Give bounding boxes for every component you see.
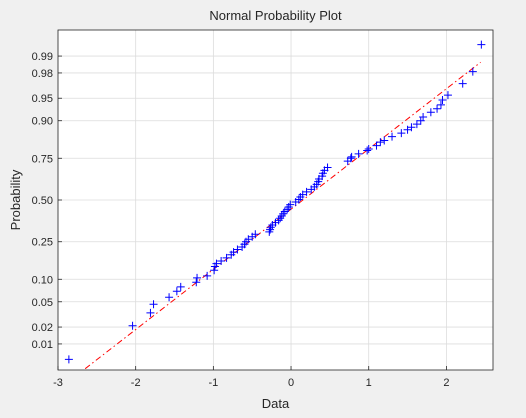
data-point [354,149,363,158]
data-point [128,321,137,330]
grid-lines [57,30,493,370]
data-point [364,145,373,154]
y-axis-label: Probability [8,169,23,230]
data-point [203,271,212,280]
y-tick-label: 0.98 [32,68,53,80]
data-point [412,120,421,129]
data-point [419,113,428,122]
data-point [397,129,406,138]
x-tick-label: -2 [131,377,141,389]
data-point [233,245,242,254]
data-point [302,187,311,196]
data-point [286,200,295,209]
y-tick-label: 0.50 [32,195,53,207]
data-point [210,266,219,275]
data-point [64,355,73,364]
y-tick-label: 0.05 [32,297,53,309]
data-point [217,257,226,266]
data-point [458,79,467,88]
data-point [443,91,452,100]
x-tick-label: 0 [288,377,294,389]
reference-line [84,61,481,370]
data-point [407,123,416,132]
y-axis-ticks: 0.01 0.02 0.05 0.10 0.25 0.50 0.75 0.90 0.95 0.98… [32,51,62,351]
x-tick-label: 1 [366,377,372,389]
data-point [433,104,442,113]
data-point [192,278,201,287]
reference-line-group [84,61,481,370]
data-point [380,136,389,145]
x-tick-label: 2 [443,377,449,389]
data-point [372,141,381,150]
data-point [376,138,385,147]
data-point [176,282,185,291]
data-point [193,273,202,282]
data-point [363,146,372,155]
data-point [468,67,477,76]
data-point [436,100,445,109]
data-point [477,40,486,49]
data-point [149,300,158,309]
chart-title: Normal Probability Plot [209,8,342,23]
y-tick-label: 0.75 [32,153,53,165]
data-point [323,163,332,172]
y-tick-label: 0.90 [32,116,53,128]
x-tick-label: -3 [53,377,63,389]
data-point [388,132,397,141]
x-axis-label: Data [262,396,290,411]
data-point [251,230,260,239]
data-point [222,253,231,262]
y-tick-label: 0.02 [32,322,53,334]
data-point [347,152,356,161]
y-tick-label: 0.99 [32,51,53,63]
y-tick-label: 0.25 [32,237,53,249]
data-point [212,259,221,268]
y-tick-label: 0.10 [32,274,53,286]
x-tick-label: -1 [208,377,218,389]
x-axis-ticks: -3 -2 -1 0 1 2 [53,366,449,389]
y-tick-label: 0.01 [32,339,53,351]
y-tick-label: 0.95 [32,93,53,105]
data-point [165,293,174,302]
data-point [274,216,283,225]
data-points [64,40,486,364]
data-point [438,95,447,104]
data-point [426,108,435,117]
data-point [172,287,181,296]
data-point [146,308,155,317]
data-point [346,154,355,163]
